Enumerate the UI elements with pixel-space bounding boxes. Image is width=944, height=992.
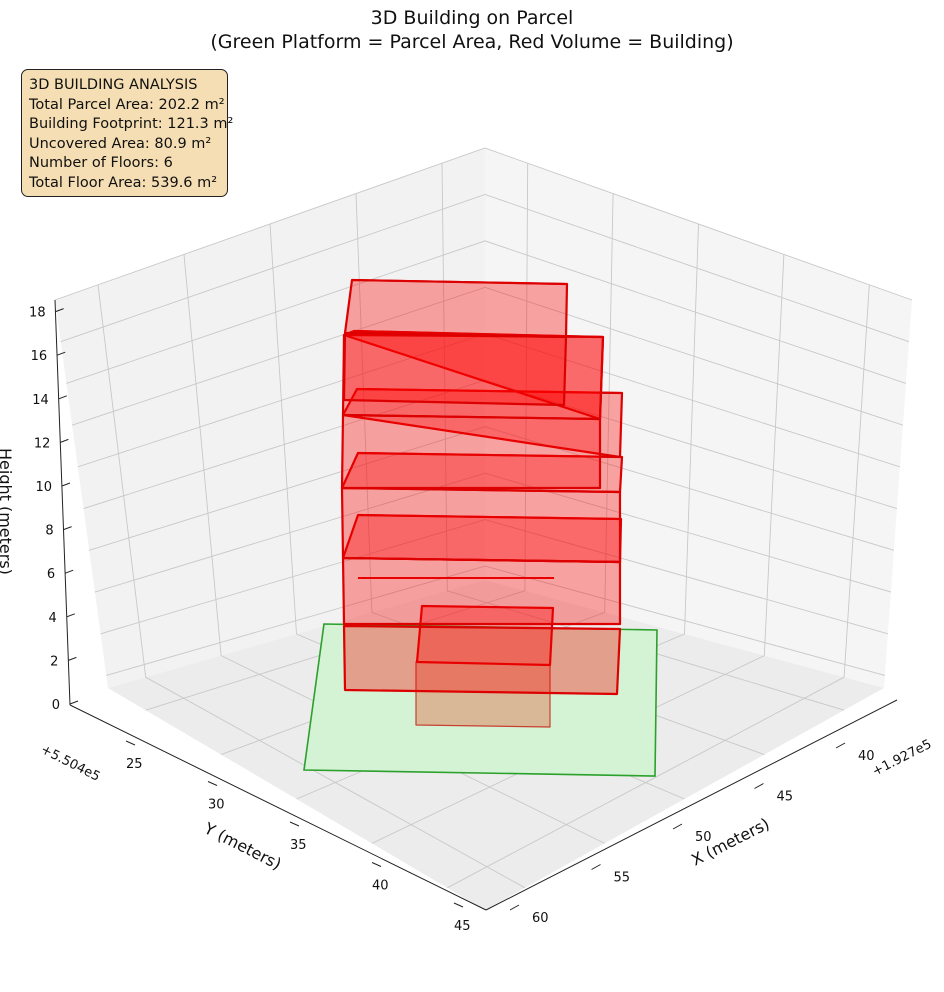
z-tick-mark [58, 395, 67, 400]
y-tick-label: 35 [290, 838, 307, 853]
x-axis-line [485, 699, 898, 911]
z-tick-mark [60, 438, 69, 443]
z-tick-label: 8 [45, 524, 53, 539]
x-tick-label: 50 [695, 830, 712, 845]
z-gridline [106, 565, 886, 676]
x-tick-mark [591, 864, 601, 870]
z-tick-label: 14 [32, 393, 49, 408]
building-floor-2-back-edge [357, 514, 622, 520]
z-gridline [60, 193, 910, 343]
y-tick-label: 30 [208, 798, 225, 813]
z-tick-label: 10 [35, 480, 52, 495]
back-left-pane [55, 148, 485, 688]
z-gridline [94, 472, 892, 593]
x-gridline [183, 254, 605, 844]
building-floor-2-front [341, 556, 622, 626]
y-gridline [371, 254, 785, 844]
building-floor-6-back-edge [351, 279, 568, 285]
chart-title-block: 3D Building on Parcel (Green Platform = … [0, 6, 944, 54]
y-tick-mark [125, 740, 136, 746]
z-gridline [100, 519, 889, 635]
chart-title: 3D Building on Parcel [370, 7, 574, 29]
building-floor-6-top [343, 278, 569, 339]
y-tick-labels: 25 30 35 40 45 [125, 740, 471, 934]
z-tick-label: 4 [49, 611, 57, 626]
building-floor-3-back-edge [357, 452, 623, 458]
x-tick-mark [672, 823, 683, 830]
z-gridline [54, 147, 913, 301]
z-tick-mark [61, 482, 71, 487]
y-tick-mark [289, 821, 300, 827]
info-heading: 3D BUILDING ANALYSIS [29, 77, 198, 93]
x-tick-label: 55 [614, 871, 631, 886]
z-gridline [66, 240, 907, 384]
z-tick-mark [57, 351, 66, 356]
x-gridline [97, 284, 526, 889]
x-tick-mark [754, 783, 764, 789]
x-tick-mark [509, 904, 520, 911]
info-line-footprint: Building Footprint: 121.3 m² [29, 116, 234, 133]
z-tick-label: 2 [50, 654, 58, 669]
x-gridline [441, 163, 845, 711]
y-tick-mark [453, 902, 464, 908]
z-tick-mark [63, 526, 72, 531]
z-tick-mark [66, 613, 75, 618]
back-right-pane [485, 148, 912, 688]
x-tick-label: 45 [777, 790, 794, 805]
building-floor-4-back-edge [356, 388, 623, 394]
x-offset-label: +1.927e5 [870, 737, 934, 780]
z-tick-mark [65, 569, 74, 574]
analysis-info-box: 3D BUILDING ANALYSIS Total Parcel Area: … [21, 69, 234, 197]
info-line-floors: Number of Floors: 6 [29, 155, 173, 172]
z-tick-mark [68, 656, 77, 661]
info-line-floor-area: Total Floor Area: 539.6 m² [29, 174, 218, 191]
y-axis-line [69, 704, 487, 911]
y-gridline [447, 284, 870, 889]
building-floor-4-front [340, 413, 602, 490]
chart-subtitle: (Green Platform = Parcel Area, Red Volum… [210, 31, 734, 53]
z-tick-label: 0 [52, 698, 60, 713]
z-axis-line [54, 299, 71, 706]
x-tick-label: 40 [858, 749, 875, 764]
building-floor-1-front [342, 624, 622, 696]
x-tick-mark [835, 742, 846, 749]
y-tick-label: 45 [454, 919, 471, 934]
z-tick-label: 12 [34, 436, 51, 451]
z-tick-label: 16 [31, 349, 48, 364]
building-volume [340, 278, 624, 728]
building-floor-3-front [340, 486, 622, 564]
y-gridline [145, 163, 529, 711]
z-tick-mark [69, 700, 79, 705]
z-gridline [71, 286, 904, 426]
y-axis-label: Y (meters) [200, 818, 284, 873]
info-line-uncovered: Uncovered Area: 80.9 m² [29, 135, 212, 152]
info-line-parcel-area: Total Parcel Area: 202.2 m² [29, 96, 225, 113]
z-tick-label: 6 [47, 567, 55, 582]
z-gridline [89, 426, 895, 551]
x-tick-labels: 40 45 50 55 60 [509, 742, 875, 926]
y-tick-mark [371, 862, 382, 867]
z-tick-mark [55, 308, 64, 313]
y-offset-label: +5.504e5 [38, 742, 102, 785]
y-tick-label: 40 [372, 879, 389, 894]
y-tick-label: 25 [126, 757, 143, 772]
x-tick-label: 60 [532, 911, 549, 926]
building-floor-1-top [415, 604, 555, 667]
z-tick-labels: 0 2 4 6 8 10 12 14 16 18 [29, 306, 79, 713]
z-axis-label: Height (meters) [0, 448, 15, 575]
y-tick-mark [207, 781, 218, 786]
building-floor-6-front [342, 331, 568, 407]
z-tick-label: 18 [29, 306, 46, 321]
